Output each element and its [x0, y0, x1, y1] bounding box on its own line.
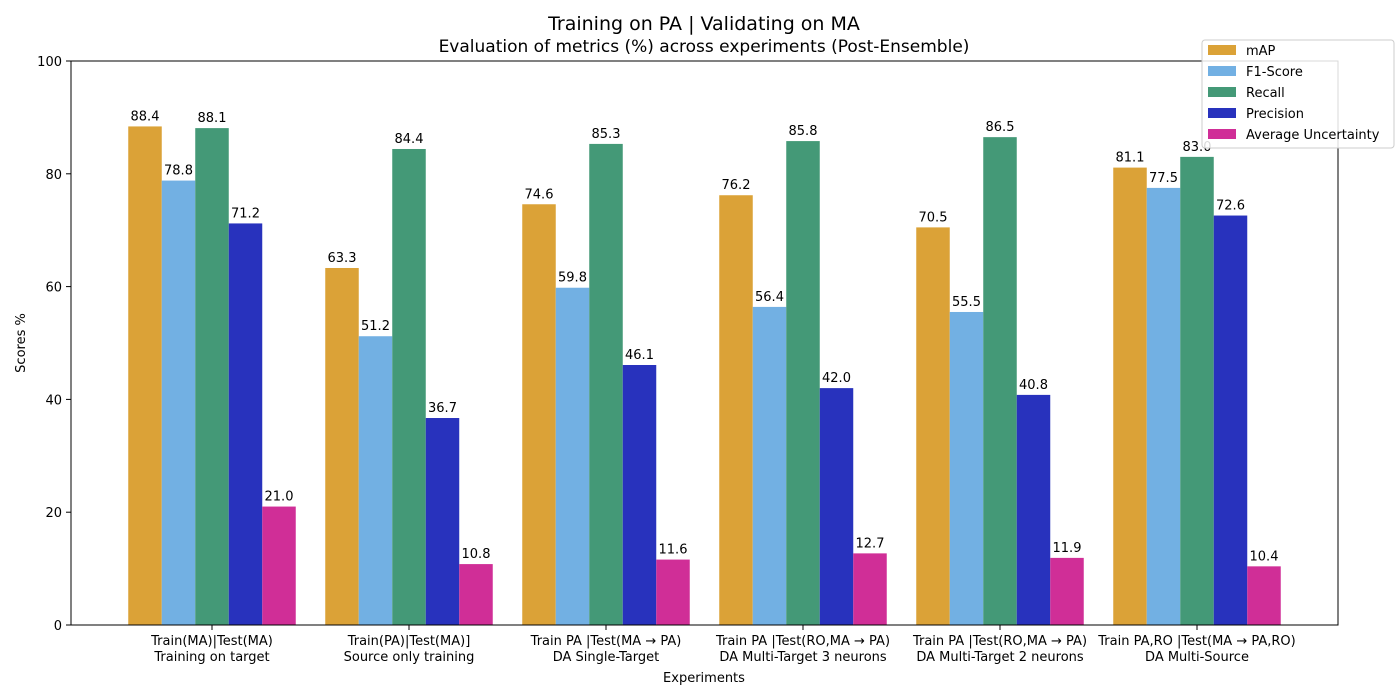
bar — [459, 564, 493, 625]
bar — [325, 267, 359, 625]
bar — [983, 137, 1017, 625]
y-tick-label: 20 — [45, 506, 62, 521]
y-tick-label: 100 — [37, 55, 62, 70]
data-label: 84.4 — [395, 132, 424, 147]
data-label: 72.6 — [1216, 199, 1245, 214]
data-label: 81.1 — [1116, 151, 1145, 166]
data-label: 76.2 — [722, 178, 751, 193]
bar — [161, 180, 196, 625]
x-tick-label: DA Multi-Target 2 neurons — [916, 650, 1084, 665]
data-label: 71.2 — [231, 206, 260, 221]
data-label: 85.8 — [789, 124, 818, 139]
bar — [1213, 215, 1248, 625]
chart-subtitle: Evaluation of metrics (%) across experim… — [439, 37, 970, 57]
bar — [656, 559, 690, 625]
bar — [1113, 167, 1147, 625]
legend-swatch — [1208, 66, 1236, 76]
x-axis-label: Experiments — [663, 671, 745, 686]
data-label: 88.1 — [198, 111, 227, 126]
bar — [719, 195, 753, 625]
data-label: 70.5 — [919, 210, 948, 225]
legend-box — [1201, 39, 1395, 149]
y-tick-label: 80 — [45, 168, 62, 183]
bar — [916, 227, 950, 625]
y-axis-label: Scores % — [14, 313, 29, 373]
data-label: 10.8 — [462, 547, 491, 562]
legend-swatch — [1208, 87, 1236, 97]
data-label: 21.0 — [265, 490, 294, 505]
x-tick-label: DA Multi-Target 3 neurons — [719, 650, 887, 665]
legend: mAP F1-Score Recall Precision Average Uncert… — [1201, 39, 1395, 149]
bar — [589, 143, 623, 625]
bar — [949, 311, 984, 625]
data-label: 88.4 — [131, 109, 160, 124]
data-label: 51.2 — [361, 319, 390, 334]
data-label: 10.4 — [1250, 549, 1279, 564]
bar — [228, 223, 263, 625]
bar — [752, 306, 787, 625]
x-tick-label: Train PA,RO |Test(MA → PA,RO) — [1097, 634, 1295, 649]
chart-title: Training on PA | Validating on MA — [547, 13, 860, 35]
bar — [522, 204, 556, 626]
data-label: 36.7 — [428, 401, 457, 416]
legend-swatch — [1208, 108, 1236, 118]
bar — [358, 336, 393, 625]
legend-label: Average Uncertainty — [1246, 128, 1380, 143]
x-tick-label: Source only training — [344, 650, 475, 665]
data-label: 74.6 — [525, 187, 554, 202]
bar — [425, 418, 460, 625]
legend-label: Recall — [1246, 86, 1285, 101]
data-label: 40.8 — [1019, 378, 1048, 393]
y-axis-ticks: 0 20 40 60 80 100 — [37, 55, 71, 634]
data-label: 12.7 — [856, 536, 885, 551]
data-label: 59.8 — [558, 271, 587, 286]
plot-frame — [70, 60, 1339, 626]
data-label: 11.6 — [659, 543, 688, 558]
y-tick-label: 0 — [54, 619, 62, 634]
bar — [1016, 394, 1051, 625]
bar — [853, 553, 887, 625]
data-label: 11.9 — [1053, 541, 1082, 556]
x-tick-label: Train(MA)|Test(MA) — [150, 634, 273, 649]
x-axis-ticks: Train(MA)|Test(MA)Training on target Trai… — [150, 625, 1296, 665]
bar — [786, 141, 820, 625]
legend-swatch — [1208, 45, 1236, 55]
bar — [555, 287, 590, 625]
x-tick-label: Train PA |Test(RO,MA → PA) — [715, 634, 890, 649]
data-label: 55.5 — [952, 295, 981, 310]
data-label: 63.3 — [328, 251, 357, 266]
data-labels: 88.4 63.3 74.6 76.2 70.5 81.1 78.8 51.2 59.8 56.4… — [131, 109, 1279, 564]
y-tick-label: 60 — [45, 281, 62, 296]
bar — [1247, 566, 1281, 625]
legend-label: Precision — [1246, 107, 1304, 122]
x-tick-label: Train PA |Test(RO,MA → PA) — [912, 634, 1087, 649]
bar — [195, 128, 229, 625]
legend-label: F1-Score — [1246, 65, 1303, 80]
data-label: 56.4 — [755, 290, 784, 305]
x-tick-label: Train(PA)|Test(MA)] — [347, 634, 471, 649]
data-label: 46.1 — [625, 348, 654, 363]
data-label: 78.8 — [164, 164, 193, 179]
x-tick-label: Training on target — [153, 650, 269, 665]
legend-swatch — [1208, 129, 1236, 139]
y-tick-label: 40 — [45, 393, 62, 408]
bar — [1146, 187, 1181, 625]
bar — [392, 148, 426, 625]
bar — [1180, 156, 1214, 625]
bars — [128, 126, 1281, 626]
bar — [819, 388, 854, 625]
legend-label: mAP — [1246, 44, 1276, 59]
x-tick-label: DA Single-Target — [553, 650, 660, 665]
bar — [262, 506, 296, 625]
x-tick-label: Train PA |Test(MA → PA) — [530, 634, 682, 649]
data-label: 42.0 — [822, 371, 851, 386]
data-label: 77.5 — [1149, 171, 1178, 186]
bar — [128, 126, 162, 625]
data-label: 86.5 — [986, 120, 1015, 135]
data-label: 85.3 — [592, 127, 621, 142]
x-tick-label: DA Multi-Source — [1145, 650, 1249, 665]
bar — [1050, 557, 1084, 625]
bar — [622, 364, 657, 625]
